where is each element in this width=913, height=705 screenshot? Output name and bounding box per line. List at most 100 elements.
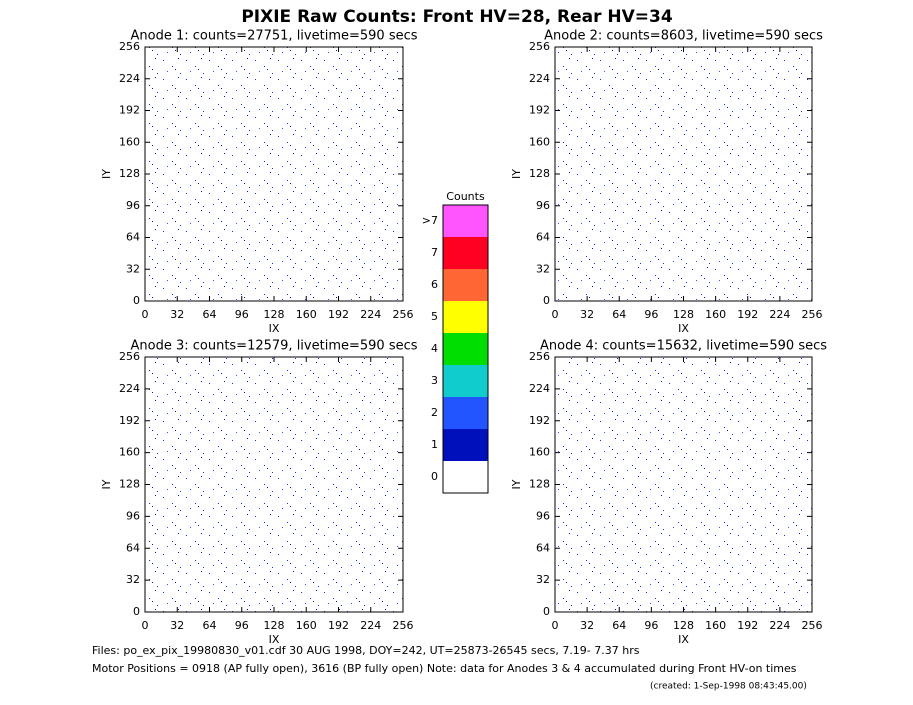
footer-created: (created: 1-Sep-1998 08:43:45.00) <box>650 682 807 692</box>
y-tick-label: 32 <box>536 262 550 275</box>
colorbar-label: 3 <box>431 374 438 387</box>
x-tick-label: 64 <box>203 308 217 321</box>
y-tick-label: 128 <box>119 478 140 491</box>
y-tick-label: 128 <box>529 167 550 180</box>
colorbar-label: 7 <box>431 246 438 259</box>
panel-title: Anode 2: counts=8603, livetime=590 secs <box>544 29 823 44</box>
y-tick-label: 160 <box>529 135 550 148</box>
x-tick-label: 0 <box>142 308 149 321</box>
footer-motor: Motor Positions = 0918 (AP fully open), … <box>92 662 797 675</box>
colorbar-label: >7 <box>422 214 438 227</box>
y-tick-label: 64 <box>536 231 550 244</box>
colorbar-label: 0 <box>431 470 438 483</box>
noise-texture <box>555 47 812 301</box>
y-tick-label: 160 <box>119 446 140 459</box>
y-tick-label: 32 <box>126 573 140 586</box>
y-tick-label: 192 <box>529 414 550 427</box>
x-axis-label: IX <box>678 633 689 646</box>
y-tick-label: 128 <box>529 478 550 491</box>
x-axis-label: IX <box>678 322 689 335</box>
y-axis-label: IY <box>100 169 113 179</box>
x-axis-label: IX <box>269 633 280 646</box>
colorbar-label: 5 <box>431 310 438 323</box>
x-tick-label: 64 <box>612 619 626 632</box>
x-tick-label: 160 <box>296 308 317 321</box>
y-tick-label: 64 <box>126 541 140 554</box>
colorbar-box <box>443 365 488 397</box>
colorbar-box <box>443 205 488 237</box>
x-tick-label: 0 <box>552 308 559 321</box>
colorbar-box <box>443 429 488 461</box>
x-tick-label: 128 <box>264 308 285 321</box>
y-tick-label: 32 <box>126 262 140 275</box>
x-tick-label: 224 <box>769 619 790 632</box>
y-tick-label: 96 <box>126 199 140 212</box>
y-tick-label: 224 <box>529 382 550 395</box>
x-tick-label: 192 <box>328 619 349 632</box>
x-tick-label: 224 <box>360 619 381 632</box>
y-tick-label: 160 <box>529 446 550 459</box>
colorbar-frame <box>442 204 489 494</box>
y-tick-label: 256 <box>119 350 140 363</box>
y-tick-label: 224 <box>119 382 140 395</box>
y-tick-label: 0 <box>133 605 140 618</box>
x-tick-label: 32 <box>580 308 594 321</box>
panel-title: Anode 3: counts=12579, livetime=590 secs <box>130 339 417 354</box>
y-axis-label: IY <box>510 479 523 489</box>
y-tick-label: 64 <box>126 231 140 244</box>
x-tick-label: 96 <box>644 619 658 632</box>
colorbar-box <box>443 269 488 301</box>
y-tick-label: 32 <box>536 573 550 586</box>
x-tick-label: 0 <box>142 619 149 632</box>
noise-texture <box>145 47 403 301</box>
y-tick-label: 192 <box>119 414 140 427</box>
x-tick-label: 256 <box>393 619 414 632</box>
x-tick-label: 64 <box>203 619 217 632</box>
colorbar-label: 1 <box>431 438 438 451</box>
colorbar-label: 2 <box>431 406 438 419</box>
y-tick-label: 224 <box>529 72 550 85</box>
colorbar-box <box>443 301 488 333</box>
y-tick-label: 128 <box>119 167 140 180</box>
y-tick-label: 0 <box>543 294 550 307</box>
colorbar-label: 6 <box>431 278 438 291</box>
panel-title: Anode 4: counts=15632, livetime=590 secs <box>540 339 827 354</box>
x-axis-label: IX <box>269 322 280 335</box>
noise-texture <box>555 357 812 612</box>
y-tick-label: 0 <box>133 294 140 307</box>
y-tick-label: 0 <box>543 605 550 618</box>
x-tick-label: 192 <box>737 619 758 632</box>
y-tick-label: 256 <box>529 350 550 363</box>
y-tick-label: 256 <box>119 40 140 53</box>
y-tick-label: 96 <box>536 199 550 212</box>
x-tick-label: 96 <box>235 308 249 321</box>
x-tick-label: 96 <box>644 308 658 321</box>
x-tick-label: 128 <box>264 619 285 632</box>
colorbar-box <box>443 333 488 365</box>
x-tick-label: 32 <box>170 308 184 321</box>
x-tick-label: 160 <box>705 308 726 321</box>
y-tick-label: 64 <box>536 541 550 554</box>
y-axis-label: IY <box>510 169 523 179</box>
y-tick-label: 160 <box>119 135 140 148</box>
colorbar-title: Counts <box>446 190 485 203</box>
colorbar-box <box>443 397 488 429</box>
y-tick-label: 96 <box>536 509 550 522</box>
x-tick-label: 160 <box>705 619 726 632</box>
x-tick-label: 128 <box>673 619 694 632</box>
x-tick-label: 128 <box>673 308 694 321</box>
x-tick-label: 256 <box>802 619 823 632</box>
y-tick-label: 256 <box>529 40 550 53</box>
y-axis-label: IY <box>100 479 113 489</box>
x-tick-label: 224 <box>360 308 381 321</box>
colorbar-box <box>443 461 488 493</box>
x-tick-label: 32 <box>170 619 184 632</box>
noise-texture <box>145 357 403 612</box>
panel-title: Anode 1: counts=27751, livetime=590 secs <box>130 29 417 44</box>
x-tick-label: 192 <box>737 308 758 321</box>
y-tick-label: 96 <box>126 509 140 522</box>
x-tick-label: 224 <box>769 308 790 321</box>
figure-title: PIXIE Raw Counts: Front HV=28, Rear HV=3… <box>241 7 673 27</box>
